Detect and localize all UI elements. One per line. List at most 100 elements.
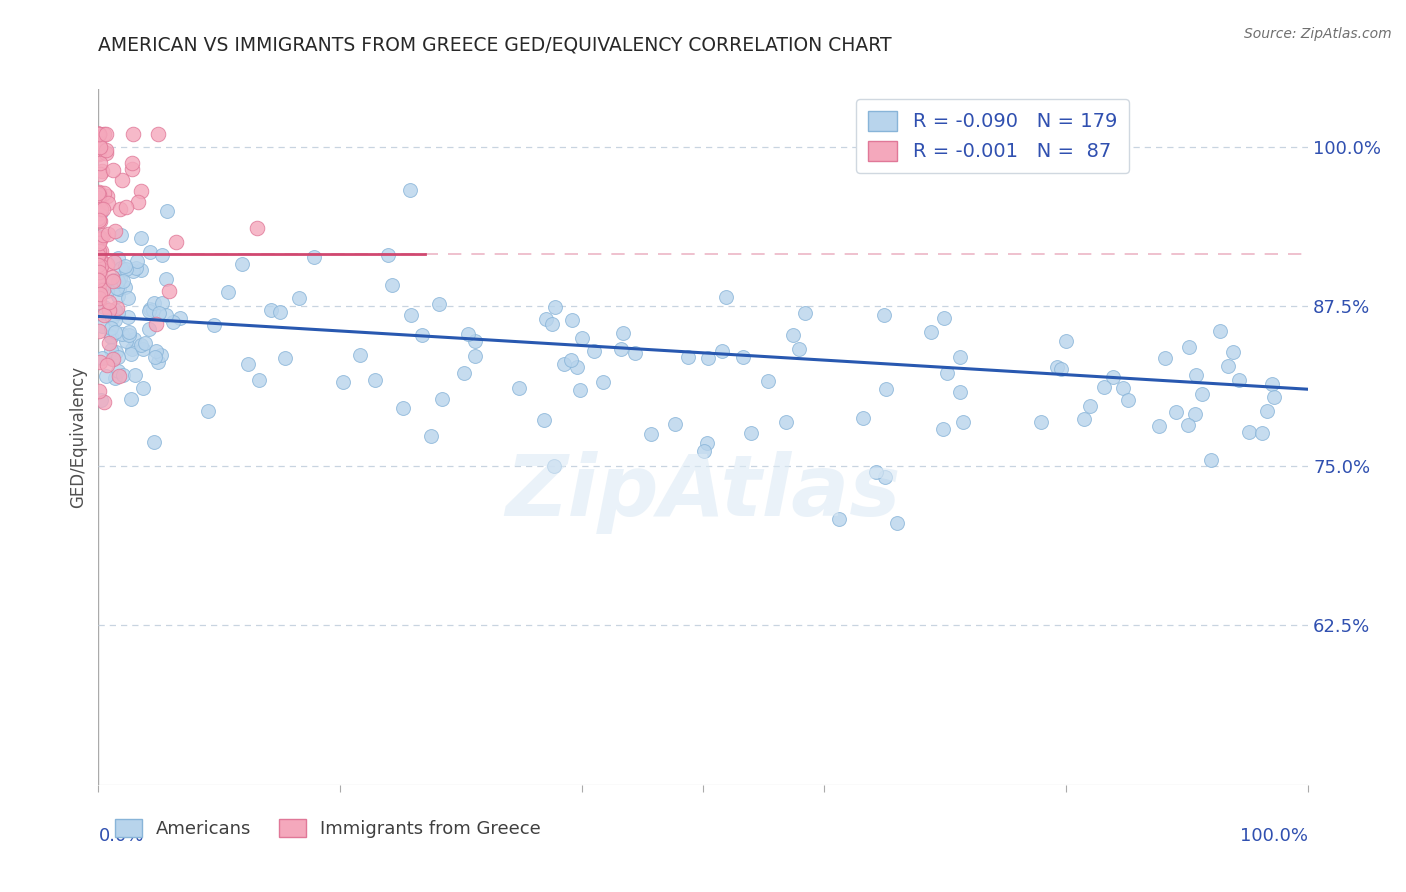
Point — [553, 357, 575, 371]
Point — [148, 354, 170, 368]
Point — [118, 326, 141, 340]
Point — [138, 245, 160, 260]
Point — [1261, 377, 1284, 392]
Point — [1237, 425, 1260, 439]
Point — [89, 230, 111, 244]
Text: Source: ZipAtlas.com: Source: ZipAtlas.com — [1244, 27, 1392, 41]
Point — [96, 358, 118, 372]
Point — [427, 297, 450, 311]
Point — [122, 332, 145, 346]
Point — [100, 321, 122, 335]
Point — [107, 364, 129, 378]
Point — [464, 349, 486, 363]
Point — [89, 295, 111, 310]
Point — [91, 319, 114, 334]
Point — [112, 368, 135, 382]
Point — [131, 262, 153, 277]
Point — [127, 195, 149, 210]
Point — [696, 435, 718, 450]
Point — [89, 212, 111, 227]
Point — [536, 311, 558, 326]
Point — [640, 426, 662, 441]
Text: 0.0%: 0.0% — [98, 827, 143, 845]
Point — [89, 167, 111, 181]
Point — [146, 127, 169, 141]
Point — [794, 306, 817, 320]
Point — [114, 280, 136, 294]
Point — [87, 147, 110, 161]
Point — [464, 334, 486, 348]
Point — [96, 145, 118, 160]
Point — [90, 193, 112, 207]
Point — [121, 342, 143, 356]
Point — [89, 355, 111, 369]
Point — [90, 244, 112, 258]
Point — [91, 202, 114, 217]
Point — [87, 273, 110, 287]
Point — [87, 206, 110, 220]
Point — [89, 252, 111, 266]
Point — [875, 382, 897, 396]
Point — [93, 127, 115, 141]
Point — [332, 376, 354, 390]
Point — [89, 260, 111, 275]
Point — [560, 353, 582, 368]
Point — [380, 277, 402, 292]
Point — [121, 162, 143, 177]
Text: 100.0%: 100.0% — [1240, 827, 1308, 845]
Point — [349, 348, 371, 362]
Point — [935, 366, 957, 380]
Point — [142, 303, 165, 318]
Point — [872, 308, 894, 322]
Point — [1102, 370, 1125, 384]
Y-axis label: GED/Equivalency: GED/Equivalency — [69, 366, 87, 508]
Point — [430, 392, 453, 406]
Point — [733, 350, 755, 364]
Point — [565, 359, 588, 374]
Point — [571, 331, 593, 345]
Point — [108, 282, 131, 296]
Point — [120, 392, 142, 407]
Point — [100, 330, 122, 344]
Point — [90, 231, 112, 245]
Point — [1201, 452, 1223, 467]
Point — [377, 248, 399, 262]
Point — [129, 338, 152, 352]
Point — [110, 260, 132, 275]
Point — [108, 202, 131, 216]
Point — [87, 265, 110, 279]
Point — [87, 277, 110, 291]
Point — [231, 257, 253, 271]
Point — [87, 186, 110, 201]
Point — [129, 231, 152, 245]
Point — [96, 189, 118, 203]
Point — [302, 250, 325, 264]
Point — [624, 346, 647, 360]
Point — [540, 318, 562, 332]
Point — [132, 381, 155, 395]
Point — [103, 254, 125, 268]
Point — [1227, 373, 1250, 387]
Point — [150, 348, 173, 362]
Point — [108, 369, 131, 384]
Point — [118, 327, 141, 342]
Point — [87, 127, 110, 141]
Point — [111, 172, 134, 186]
Point — [117, 310, 139, 324]
Point — [98, 294, 121, 309]
Point — [612, 326, 634, 341]
Point — [104, 223, 127, 237]
Point — [1092, 380, 1115, 394]
Point — [89, 232, 111, 246]
Point — [96, 256, 118, 270]
Point — [129, 185, 152, 199]
Point — [87, 244, 110, 258]
Point — [121, 156, 143, 170]
Text: AMERICAN VS IMMIGRANTS FROM GREECE GED/EQUIVALENCY CORRELATION CHART: AMERICAN VS IMMIGRANTS FROM GREECE GED/E… — [98, 36, 891, 54]
Point — [117, 291, 139, 305]
Point — [1184, 408, 1206, 422]
Point — [159, 284, 181, 298]
Point — [96, 285, 118, 299]
Point — [865, 466, 887, 480]
Point — [103, 163, 125, 178]
